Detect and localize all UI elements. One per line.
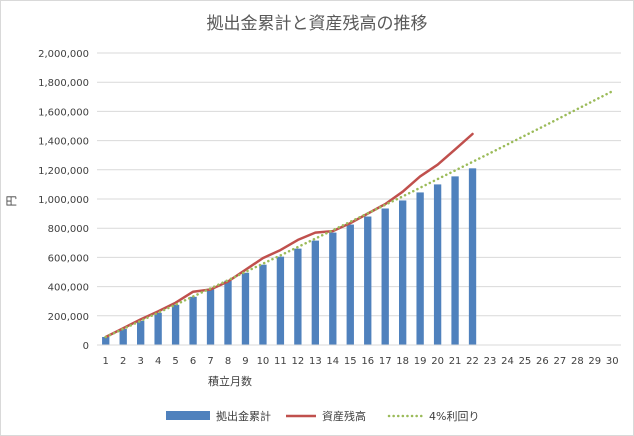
x-tick-label: 4 xyxy=(155,356,161,367)
x-tick-label: 14 xyxy=(326,356,339,367)
bar xyxy=(119,328,127,345)
bar xyxy=(224,280,232,345)
bar xyxy=(451,176,459,345)
bar xyxy=(381,208,389,345)
x-tick-label: 28 xyxy=(571,356,584,367)
y-tick-label: 400,000 xyxy=(48,283,89,294)
bar xyxy=(329,232,337,345)
x-tick-label: 2 xyxy=(120,356,126,367)
bar xyxy=(311,240,320,345)
bar xyxy=(416,192,424,345)
y-tick-label: 200,000 xyxy=(48,312,89,323)
bar xyxy=(468,168,477,345)
x-tick-label: 20 xyxy=(431,356,444,367)
y-tick-label: 1,600,000 xyxy=(38,107,89,118)
gridlines xyxy=(97,52,621,317)
x-tick-label: 22 xyxy=(466,356,479,367)
bar xyxy=(102,336,110,345)
bar xyxy=(241,272,250,345)
x-tick-label: 12 xyxy=(291,356,304,367)
legend-swatch xyxy=(166,411,210,420)
x-tick-label: 19 xyxy=(414,356,427,367)
x-tick-label: 18 xyxy=(396,356,409,367)
x-tick-label: 29 xyxy=(588,356,601,367)
y-tick-label: 1,800,000 xyxy=(38,78,89,89)
x-tick-label: 6 xyxy=(190,356,196,367)
y-tick-label: 600,000 xyxy=(48,253,89,264)
x-tick-label: 30 xyxy=(606,356,619,367)
x-axis-ticks: 1 2 3 4 5 6 7 8 9 10 11 12 13 14 15 16 17 18 19 20 21 22 23 24 2… xyxy=(103,356,619,367)
bar xyxy=(398,200,407,345)
bar-series xyxy=(102,168,477,345)
x-tick-label: 3 xyxy=(137,356,143,367)
x-tick-label: 17 xyxy=(379,356,392,367)
x-tick-label: 13 xyxy=(309,356,322,367)
legend-label: 資産残高 xyxy=(322,409,366,423)
x-tick-label: 8 xyxy=(225,356,231,367)
x-tick-label: 24 xyxy=(501,356,514,367)
y-tick-label: 800,000 xyxy=(48,224,89,235)
bar xyxy=(171,304,180,345)
x-tick-label: 5 xyxy=(172,356,178,367)
x-tick-label: 26 xyxy=(536,356,549,367)
bar xyxy=(206,288,215,345)
x-axis-label: 積立月数 xyxy=(208,374,252,388)
y-tick-label: 1,400,000 xyxy=(38,137,89,148)
legend-label: 拠出金累計 xyxy=(216,409,271,423)
x-tick-label: 23 xyxy=(484,356,497,367)
bar xyxy=(136,320,145,345)
bar xyxy=(346,224,354,345)
y-tick-label: 0 xyxy=(83,341,89,352)
x-tick-label: 21 xyxy=(449,356,462,367)
legend-label: 4%利回り xyxy=(429,410,479,423)
bar xyxy=(189,296,197,345)
bar xyxy=(294,248,302,345)
bar xyxy=(276,256,285,345)
x-tick-label: 27 xyxy=(553,356,566,367)
trend-line xyxy=(104,90,614,339)
chart-title: 拠出金累計と資産残高の推移 xyxy=(207,14,428,34)
y-tick-label: 1,200,000 xyxy=(38,166,89,177)
x-tick-label: 10 xyxy=(257,356,270,367)
bar xyxy=(364,216,372,345)
legend: 拠出金累計 資産残高 4%利回り xyxy=(166,409,479,423)
x-tick-label: 15 xyxy=(344,356,357,367)
x-tick-label: 7 xyxy=(207,356,213,367)
line-series xyxy=(104,90,614,339)
x-tick-label: 9 xyxy=(242,356,248,367)
x-tick-label: 11 xyxy=(274,356,287,367)
x-tick-label: 25 xyxy=(519,356,532,367)
bar xyxy=(259,264,267,345)
y-axis-label: 円 xyxy=(5,196,18,207)
series-line xyxy=(104,132,474,339)
y-axis-ticks: 0 200,000 400,000 600,000 800,000 1,000,000 1,… xyxy=(38,49,89,352)
bar xyxy=(154,312,162,345)
x-tick-label: 16 xyxy=(361,356,374,367)
y-tick-label: 2,000,000 xyxy=(38,49,89,60)
y-tick-label: 1,000,000 xyxy=(38,195,89,206)
x-tick-label: 1 xyxy=(103,356,109,367)
bar xyxy=(433,184,442,345)
